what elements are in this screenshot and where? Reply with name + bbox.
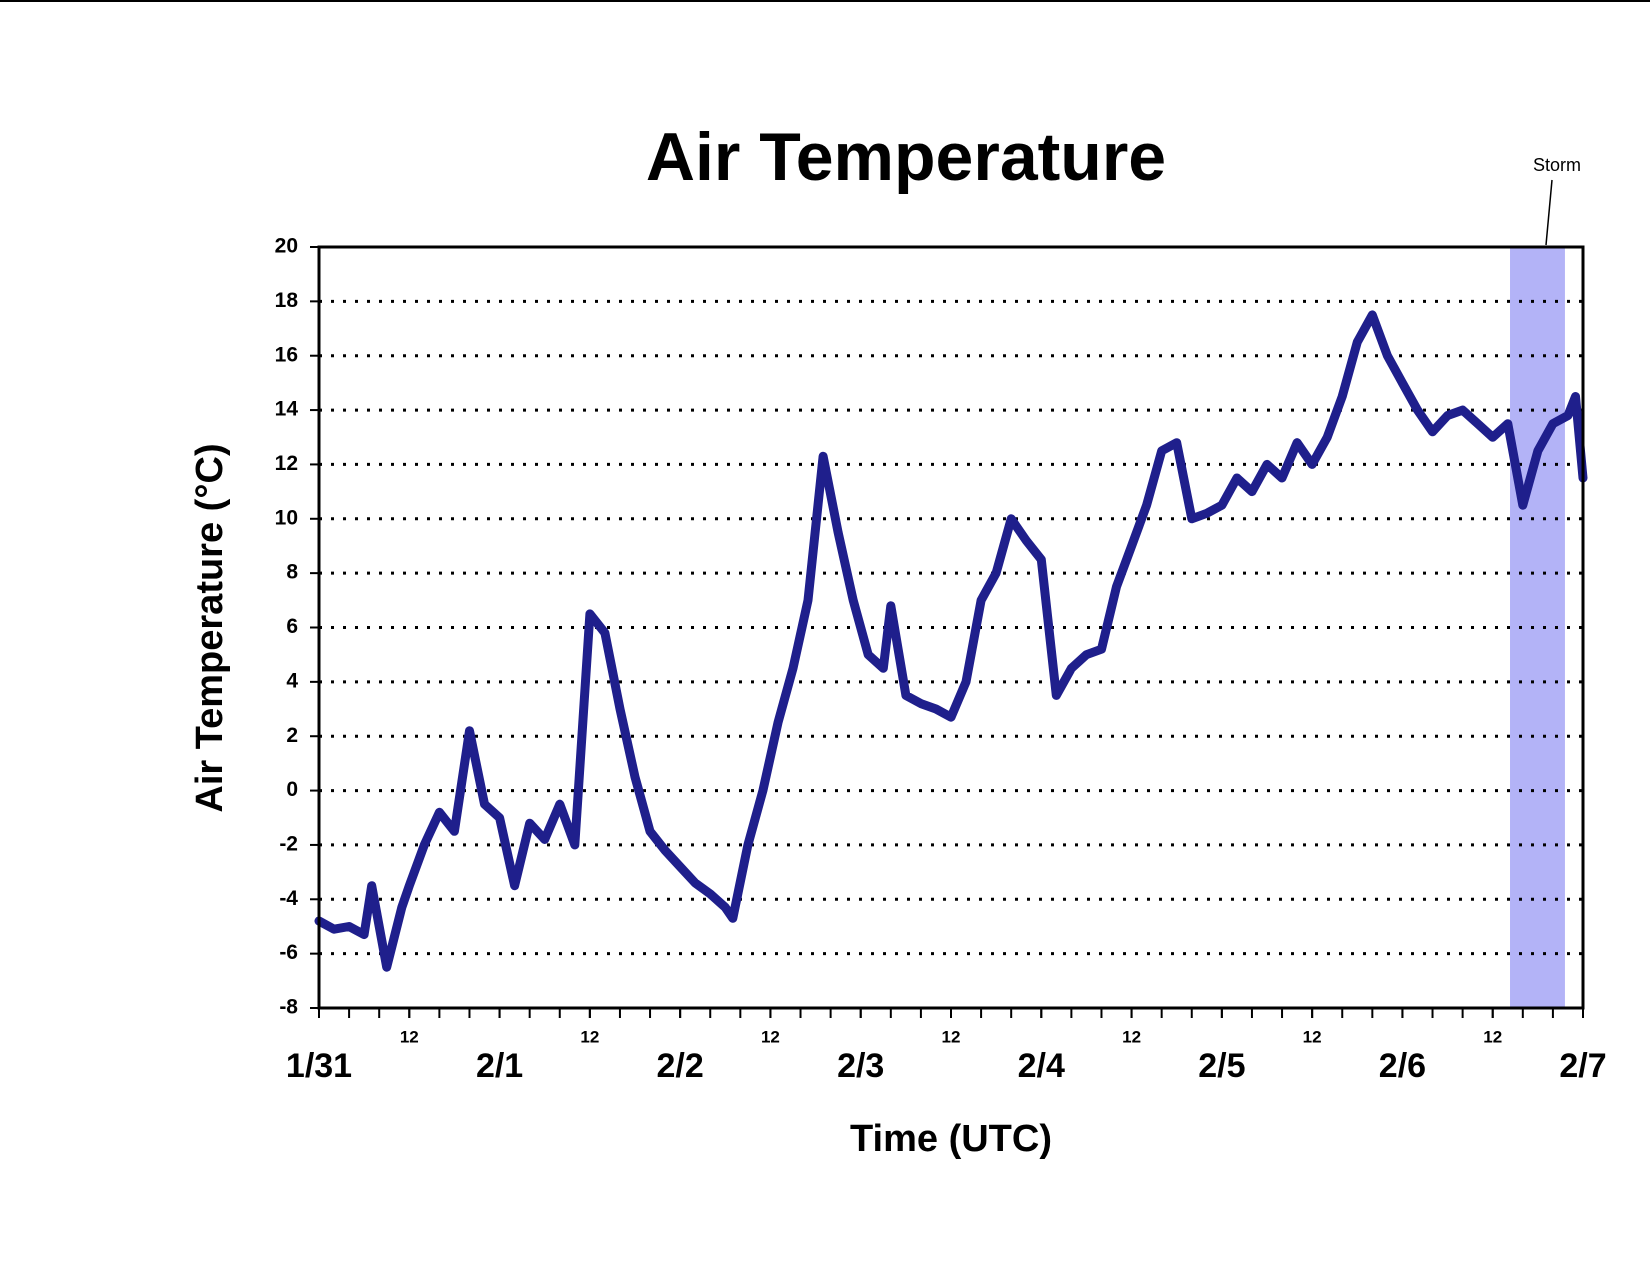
x-hour-label: 12: [761, 1027, 780, 1046]
y-tick-label: -2: [279, 832, 298, 855]
x-day-label: 2/5: [1198, 1047, 1245, 1085]
x-hour-label: 12: [400, 1027, 419, 1046]
y-tick-label: 2: [286, 724, 298, 747]
y-tick-label: 8: [286, 561, 298, 584]
storm-label: Storm: [1533, 155, 1581, 175]
x-hour-label: 12: [580, 1027, 599, 1046]
x-hour-label: 12: [942, 1027, 961, 1046]
y-tick-label: 10: [275, 506, 298, 529]
y-axis-label: Air Temperature (°C): [189, 443, 231, 812]
x-day-label: 2/3: [837, 1047, 884, 1085]
y-tick-label: 16: [275, 343, 298, 366]
x-hour-label: 12: [1483, 1027, 1502, 1046]
y-tick-label: -4: [279, 887, 298, 910]
x-day-label: 2/1: [476, 1047, 523, 1085]
y-tick-label: 20: [275, 235, 298, 258]
y-tick-label: 14: [275, 398, 299, 421]
x-hour-label: 12: [1122, 1027, 1141, 1046]
x-day-label: 2/7: [1559, 1047, 1606, 1085]
storm-pointer: [1545, 179, 1553, 246]
temperature-line: [314, 310, 1588, 972]
plot-frame: [317, 245, 1585, 1010]
x-day-label: 1/31: [286, 1047, 352, 1085]
y-tick-label: -6: [279, 941, 298, 964]
y-tick-label: 18: [275, 289, 299, 312]
x-hour-label: 12: [1303, 1027, 1322, 1046]
y-tick-label: 4: [286, 669, 298, 692]
chart-title: Air Temperature: [646, 119, 1166, 195]
y-tick-label: -8: [279, 996, 298, 1019]
x-day-label: 2/2: [657, 1047, 704, 1085]
y-tick-label: 6: [286, 615, 298, 638]
x-axis-label: Time (UTC): [850, 1118, 1052, 1160]
x-day-label: 2/4: [1018, 1047, 1065, 1085]
y-tick-label: 12: [275, 452, 298, 475]
x-day-label: 2/6: [1379, 1047, 1426, 1085]
y-tick-label: 0: [286, 778, 298, 801]
